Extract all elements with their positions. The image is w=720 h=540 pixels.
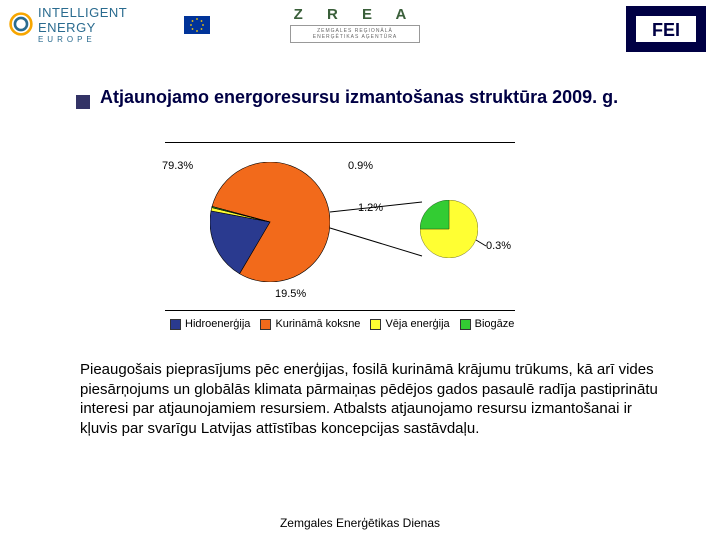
header: INTELLIGENT ENERGY EUROPE Z R E A ZEMGAL… [0, 0, 720, 62]
pct-19-5: 19.5% [275, 288, 306, 300]
legend-item: Vēja enerģija [370, 318, 449, 330]
body-paragraph: Pieaugošais pieprasījums pēc enerģijas, … [80, 360, 660, 438]
legend-label: Vēja enerģija [385, 318, 449, 330]
legend-item: Kurināmā koksne [260, 318, 360, 330]
logo-intelligent-energy: INTELLIGENT ENERGY EUROPE [8, 2, 178, 46]
pct-1-2: 1.2% [358, 202, 383, 214]
legend-label: Biogāze [475, 318, 515, 330]
chart-rule-bottom [165, 310, 515, 311]
pct-0-9: 0.9% [348, 160, 373, 172]
breakout-pie [420, 200, 478, 258]
legend-swatch [170, 319, 181, 330]
pct-79-3: 79.3% [162, 160, 193, 172]
legend-label: Hidroenerģija [185, 318, 250, 330]
footer-text: Zemgales Enerģētikas Dienas [0, 516, 720, 530]
ie-swirl-icon [8, 10, 34, 38]
ie-sub: EUROPE [38, 35, 96, 44]
title-bullet-icon [76, 95, 90, 109]
zrea-main: Z R E A [290, 6, 420, 23]
fei-text: FEI [652, 20, 680, 40]
legend-swatch [370, 319, 381, 330]
slide-title: Atjaunojamo energoresursu izmantošanas s… [100, 86, 660, 109]
eu-flag-icon [184, 16, 210, 34]
chart-rule-top [165, 142, 515, 143]
main-pie [210, 162, 330, 282]
pie-slice [420, 200, 449, 229]
legend-swatch [260, 319, 271, 330]
zrea-sub: ZEMGALES REĢIONĀLĀ ENERĢĒTIKAS AĢENTŪRA [290, 25, 420, 43]
logo-zrea: Z R E A ZEMGALES REĢIONĀLĀ ENERĢĒTIKAS A… [290, 6, 420, 43]
ie-line1: INTELLIGENT [38, 5, 127, 20]
legend-label: Kurināmā koksne [275, 318, 360, 330]
legend-item: Hidroenerģija [170, 318, 250, 330]
ie-line2: ENERGY [38, 20, 96, 35]
renewable-structure-chart: 79.3% 0.9% 1.2% 19.5% 0.3% Hidroenerģija… [130, 140, 560, 340]
legend-item: Biogāze [460, 318, 515, 330]
chart-legend: Hidroenerģija Kurināmā koksne Vēja enerģij… [170, 318, 530, 330]
pct-0-3: 0.3% [486, 240, 511, 252]
logo-fei: FEI [626, 6, 706, 52]
legend-swatch [460, 319, 471, 330]
